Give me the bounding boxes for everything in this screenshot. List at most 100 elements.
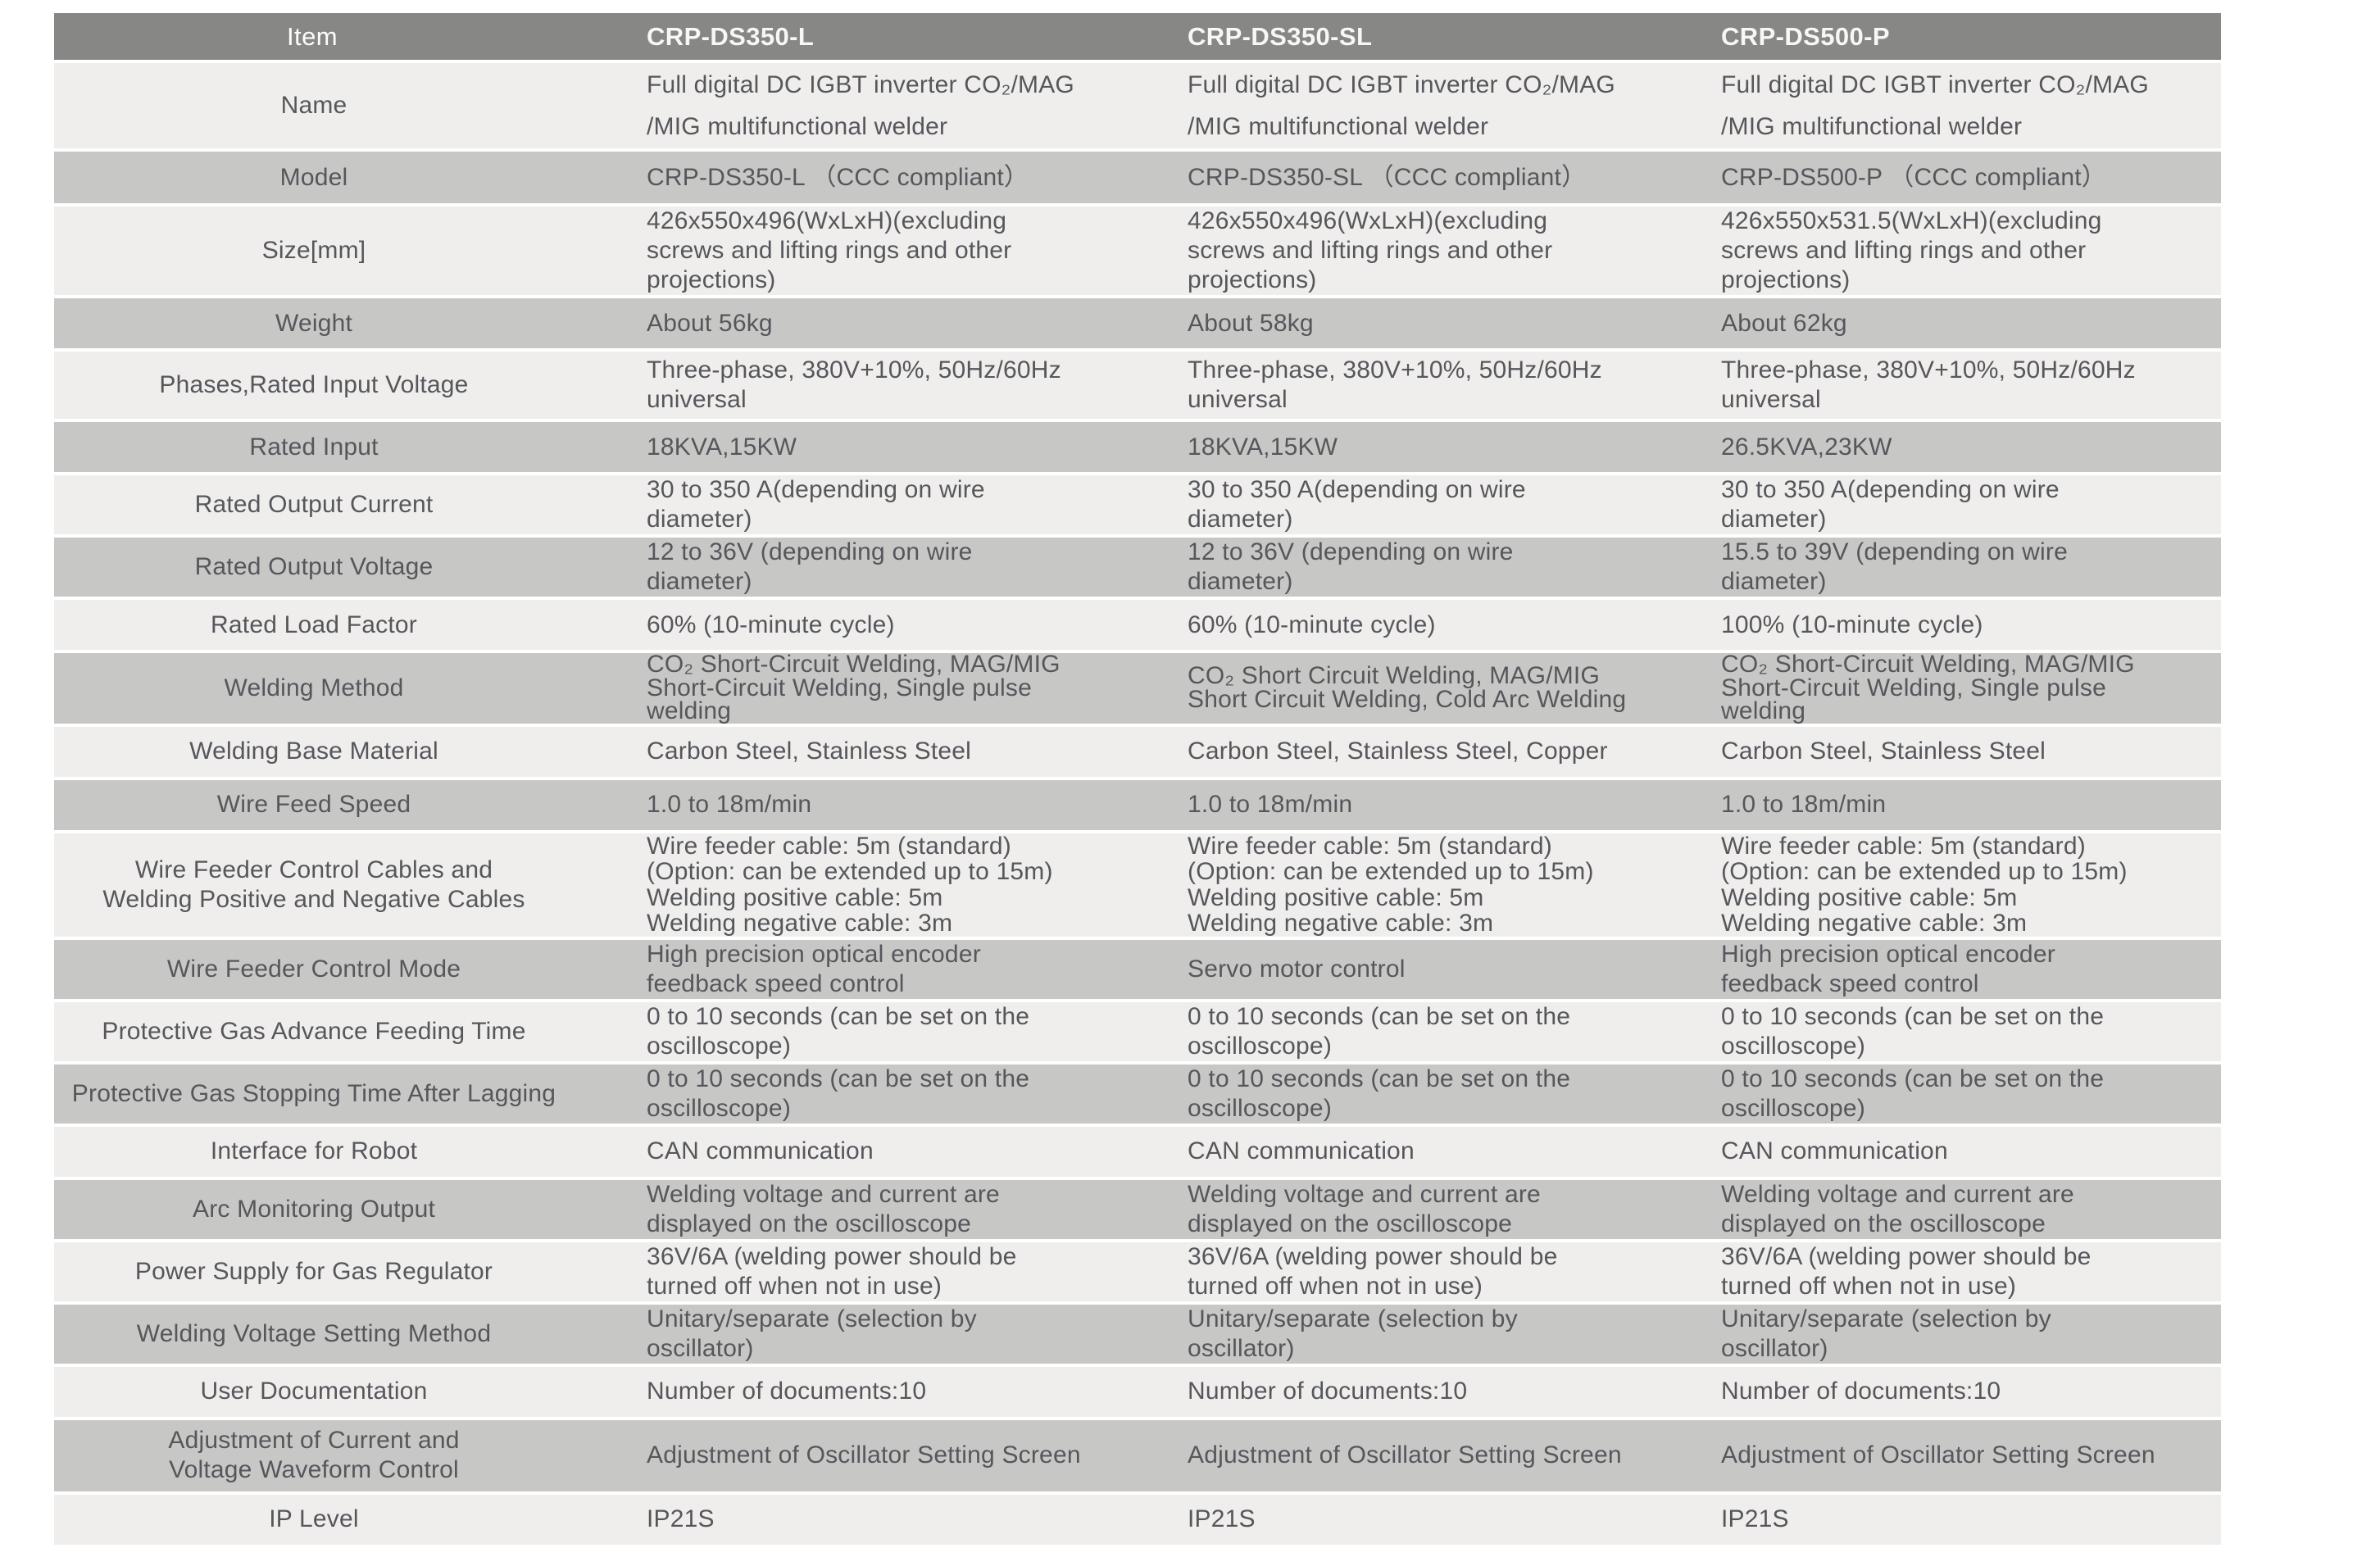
table-row-rated-load-factor: Rated Load Factor 60% (10-minute cycle) … (54, 600, 2221, 650)
table-row-wire-feed-speed: Wire Feed Speed 1.0 to 18m/min 1.0 to 18… (54, 779, 2221, 830)
value-crp-ds350-sl: 0 to 10 seconds (can be set on the oscil… (1169, 1064, 1702, 1124)
value-crp-ds350-sl: 1.0 to 18m/min (1169, 779, 1702, 830)
item-label: Weight (54, 298, 628, 348)
value-crp-ds350-sl: 0 to 10 seconds (can be set on the oscil… (1169, 1001, 1702, 1061)
table-row-waveform-adjustment: Adjustment of Current and Voltage Wavefo… (54, 1419, 2221, 1491)
value-crp-ds500-p: Three-phase, 380V+10%, 50Hz/60Hz univers… (1702, 352, 2221, 419)
table-row-ip-level: IP Level IP21S IP21S IP21S (54, 1494, 2221, 1545)
value-crp-ds350-l: 0 to 10 seconds (can be set on the oscil… (628, 1001, 1169, 1061)
value-crp-ds350-sl: Servo motor control (1169, 939, 1702, 999)
table-row-rated-output-current: Rated Output Current 30 to 350 A(dependi… (54, 475, 2221, 534)
value-crp-ds350-sl: Number of documents:10 (1169, 1366, 1702, 1417)
value-crp-ds500-p: CO₂ Short-Circuit Welding, MAG/MIG Short… (1702, 652, 2221, 724)
table-row-welding-method: Welding Method CO₂ Short-Circuit Welding… (54, 652, 2221, 724)
item-label: User Documentation (54, 1366, 628, 1417)
table-row-welding-base-material: Welding Base Material Carbon Steel, Stai… (54, 726, 2221, 777)
value-crp-ds500-p: High precision optical encoder feedback … (1702, 939, 2221, 999)
value-crp-ds350-l: Adjustment of Oscillator Setting Screen (628, 1419, 1169, 1491)
value-crp-ds350-sl: CRP-DS350-SL （CCC compliant） (1169, 152, 1702, 203)
value-crp-ds350-l: High precision optical encoder feedback … (628, 939, 1169, 999)
value-crp-ds350-l: 1.0 to 18m/min (628, 779, 1169, 830)
value-crp-ds500-p: Unitary/separate (selection by oscillato… (1702, 1304, 2221, 1364)
value-crp-ds350-l: 0 to 10 seconds (can be set on the oscil… (628, 1064, 1169, 1124)
value-crp-ds500-p: About 62kg (1702, 298, 2221, 348)
value-crp-ds350-sl: 30 to 350 A(depending on wire diameter) (1169, 475, 1702, 534)
item-label: Wire Feed Speed (54, 779, 628, 830)
value-crp-ds350-l: Full digital DC IGBT inverter CO₂/MAG /M… (628, 63, 1169, 148)
value-crp-ds350-sl: About 58kg (1169, 298, 1702, 348)
value-crp-ds500-p: Number of documents:10 (1702, 1366, 2221, 1417)
value-crp-ds350-l: Unitary/separate (selection by oscillato… (628, 1304, 1169, 1364)
item-label: Rated Output Current (54, 475, 628, 534)
value-crp-ds500-p: 30 to 350 A(depending on wire diameter) (1702, 475, 2221, 534)
table-row-interface-for-robot: Interface for Robot CAN communication CA… (54, 1126, 2221, 1177)
item-label: Rated Load Factor (54, 600, 628, 650)
item-label: Arc Monitoring Output (54, 1179, 628, 1239)
item-label: Wire Feeder Control Mode (54, 939, 628, 999)
value-crp-ds500-p: 0 to 10 seconds (can be set on the oscil… (1702, 1064, 2221, 1124)
value-crp-ds500-p: CRP-DS500-P （CCC compliant） (1702, 152, 2221, 203)
value-crp-ds500-p: 1.0 to 18m/min (1702, 779, 2221, 830)
spec-table: Item CRP-DS350-L CRP-DS350-SL CRP-DS500-… (54, 10, 2221, 1548)
table-row-user-documentation: User Documentation Number of documents:1… (54, 1366, 2221, 1417)
value-crp-ds350-l: 60% (10-minute cycle) (628, 600, 1169, 650)
value-crp-ds350-l: 36V/6A (welding power should be turned o… (628, 1242, 1169, 1301)
table-row-phases-rated-input-voltage: Phases,Rated Input Voltage Three-phase, … (54, 352, 2221, 419)
value-crp-ds350-l: Welding voltage and current are displaye… (628, 1179, 1169, 1239)
value-crp-ds350-l: Three-phase, 380V+10%, 50Hz/60Hz univers… (628, 352, 1169, 419)
value-crp-ds350-sl: IP21S (1169, 1494, 1702, 1545)
item-label: Phases,Rated Input Voltage (54, 352, 628, 419)
table-row-wire-feeder-control-mode: Wire Feeder Control Mode High precision … (54, 939, 2221, 999)
value-crp-ds350-sl: Unitary/separate (selection by oscillato… (1169, 1304, 1702, 1364)
table-row-name: Name Full digital DC IGBT inverter CO₂/M… (54, 63, 2221, 148)
item-label: Size[mm] (54, 207, 628, 295)
value-crp-ds350-l: 30 to 350 A(depending on wire diameter) (628, 475, 1169, 534)
value-crp-ds350-l: CRP-DS350-L （CCC compliant） (628, 152, 1169, 203)
value-crp-ds500-p: 0 to 10 seconds (can be set on the oscil… (1702, 1001, 2221, 1061)
item-label: Power Supply for Gas Regulator (54, 1242, 628, 1301)
value-crp-ds500-p: CAN communication (1702, 1126, 2221, 1177)
item-label: Protective Gas Advance Feeding Time (54, 1001, 628, 1061)
value-crp-ds350-sl: Adjustment of Oscillator Setting Screen (1169, 1419, 1702, 1491)
item-label: IP Level (54, 1494, 628, 1545)
item-label: Interface for Robot (54, 1126, 628, 1177)
value-crp-ds350-sl: 60% (10-minute cycle) (1169, 600, 1702, 650)
item-label: Model (54, 152, 628, 203)
value-crp-ds350-sl: Carbon Steel, Stainless Steel, Copper (1169, 726, 1702, 777)
value-crp-ds350-l: IP21S (628, 1494, 1169, 1545)
table-row-rated-input: Rated Input 18KVA,15KW 18KVA,15KW 26.5KV… (54, 422, 2221, 472)
value-crp-ds350-l: CAN communication (628, 1126, 1169, 1177)
value-crp-ds500-p: Full digital DC IGBT inverter CO₂/MAG /M… (1702, 63, 2221, 148)
value-crp-ds350-sl: Three-phase, 380V+10%, 50Hz/60Hz univers… (1169, 352, 1702, 419)
item-label: Welding Base Material (54, 726, 628, 777)
value-crp-ds350-l: Wire feeder cable: 5m (standard) (Option… (628, 833, 1169, 937)
value-crp-ds350-sl: CO₂ Short Circuit Welding, MAG/MIG Short… (1169, 653, 1702, 724)
value-crp-ds350-l: 426x550x496(WxLxH)(excluding screws and … (628, 207, 1169, 295)
value-crp-ds350-sl: 36V/6A (welding power should be turned o… (1169, 1242, 1702, 1301)
value-crp-ds350-sl: Full digital DC IGBT inverter CO₂/MAG /M… (1169, 63, 1702, 148)
value-crp-ds350-l: About 56kg (628, 298, 1169, 348)
value-crp-ds500-p: 26.5KVA,23KW (1702, 422, 2221, 472)
item-label: Welding Method (54, 653, 628, 724)
value-crp-ds350-sl: 426x550x496(WxLxH)(excluding screws and … (1169, 207, 1702, 295)
value-crp-ds500-p: Welding voltage and current are displaye… (1702, 1179, 2221, 1239)
value-crp-ds350-l: 18KVA,15KW (628, 422, 1169, 472)
table-row-size: Size[mm] 426x550x496(WxLxH)(excluding sc… (54, 207, 2221, 295)
table-row-gas-stopping-time: Protective Gas Stopping Time After Laggi… (54, 1064, 2221, 1124)
table-row-welding-voltage-setting: Welding Voltage Setting Method Unitary/s… (54, 1304, 2221, 1364)
item-label: Welding Voltage Setting Method (54, 1304, 628, 1364)
header-row: Item CRP-DS350-L CRP-DS350-SL CRP-DS500-… (54, 13, 2221, 60)
value-crp-ds500-p: Adjustment of Oscillator Setting Screen (1702, 1419, 2221, 1491)
table-row-gas-regulator-power: Power Supply for Gas Regulator 36V/6A (w… (54, 1242, 2221, 1301)
value-crp-ds500-p: IP21S (1702, 1494, 2221, 1545)
item-label: Protective Gas Stopping Time After Laggi… (54, 1064, 628, 1124)
value-crp-ds350-sl: Wire feeder cable: 5m (standard) (Option… (1169, 833, 1702, 937)
value-crp-ds500-p: 426x550x531.5(WxLxH)(excluding screws an… (1702, 207, 2221, 295)
item-label: Wire Feeder Control Cables and Welding P… (54, 833, 628, 937)
table-row-rated-output-voltage: Rated Output Voltage 12 to 36V (dependin… (54, 538, 2221, 597)
item-label: Adjustment of Current and Voltage Wavefo… (54, 1419, 628, 1491)
value-crp-ds500-p: Carbon Steel, Stainless Steel (1702, 726, 2221, 777)
header-crp-ds350-sl: CRP-DS350-SL (1169, 13, 1702, 60)
header-crp-ds500-p: CRP-DS500-P (1702, 13, 2221, 60)
